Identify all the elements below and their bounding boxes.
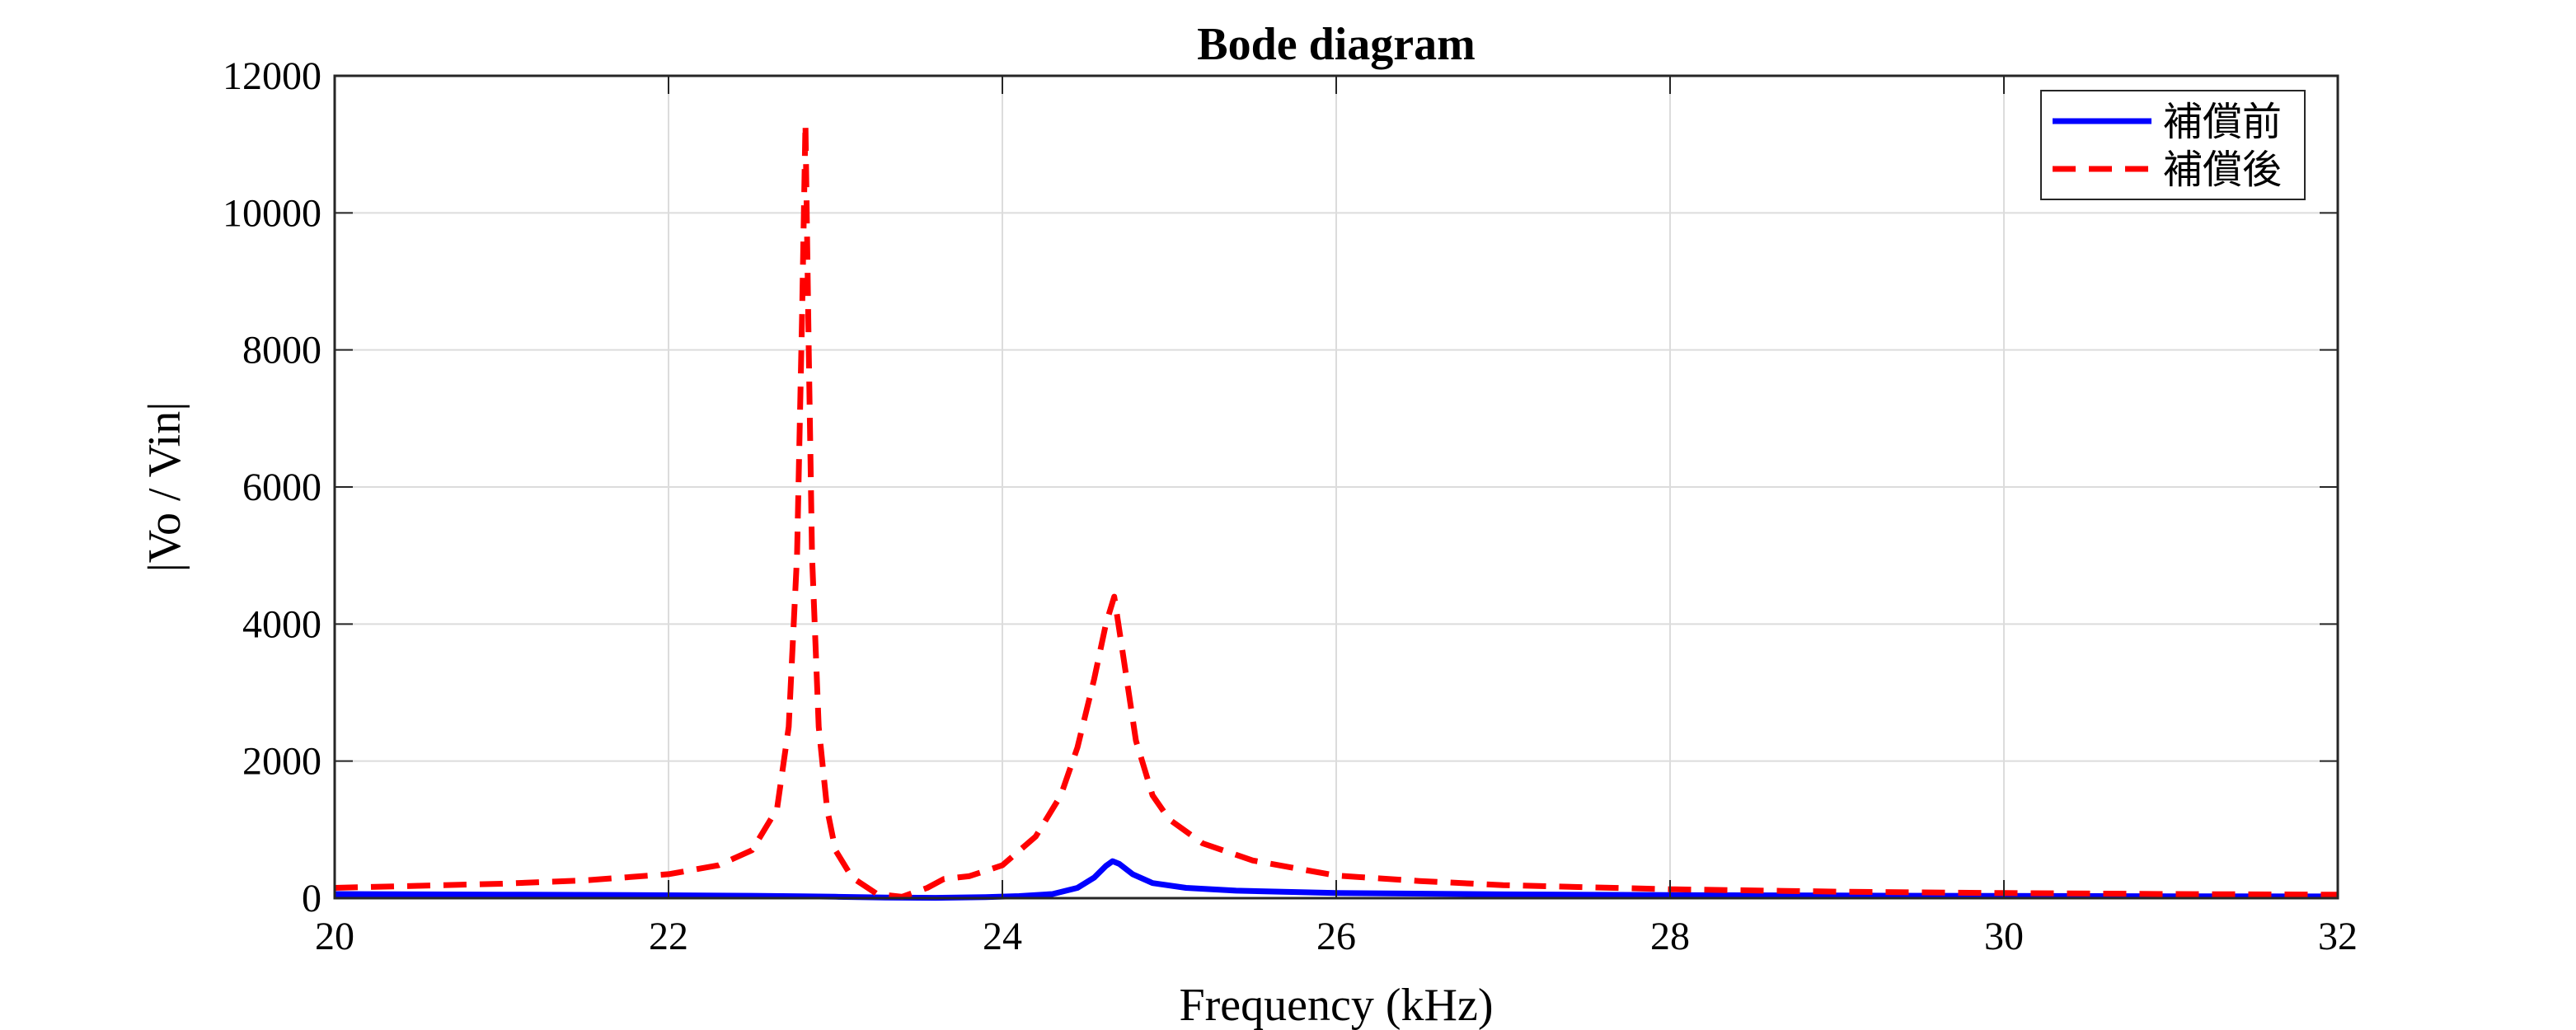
x-tick-label: 20 <box>315 915 354 958</box>
x-tick-label: 28 <box>1650 915 1690 958</box>
x-tick-label: 22 <box>649 915 688 958</box>
legend-box <box>2040 90 2306 200</box>
x-tick-label: 32 <box>2318 915 2358 958</box>
series-layer <box>334 120 2339 901</box>
y-tick-label: 10000 <box>223 191 321 235</box>
chart-title: Bode diagram <box>1197 19 1476 70</box>
tick-marks <box>334 75 2339 899</box>
y-tick-label: 2000 <box>242 740 321 784</box>
grid-lines <box>335 76 2338 898</box>
legend-label-after: 補償後 <box>2163 147 2282 193</box>
x-tick-label: 26 <box>1316 915 1356 958</box>
legend-label-before: 補償前 <box>2163 99 2282 145</box>
series-line-after <box>334 120 2339 900</box>
x-tick-label: 24 <box>983 915 1022 958</box>
tick-labels: 20 22 24 26 28 30 32 0 2000 4000 6000 8000 10000 1200… <box>223 54 2358 958</box>
x-axis-label: Frequency (kHz) <box>1180 980 1494 1030</box>
y-tick-label: 8000 <box>242 329 321 372</box>
y-tick-label: 0 <box>302 877 321 920</box>
x-tick-label: 30 <box>1984 915 2024 958</box>
y-tick-label: 4000 <box>242 602 321 646</box>
legend: 補償前 補償後 <box>2040 90 2306 200</box>
y-axis-label: |Vo / Vin| <box>139 402 190 573</box>
series-line-before <box>334 858 2339 901</box>
y-tick-label: 12000 <box>223 54 321 98</box>
y-tick-label: 6000 <box>242 466 321 509</box>
